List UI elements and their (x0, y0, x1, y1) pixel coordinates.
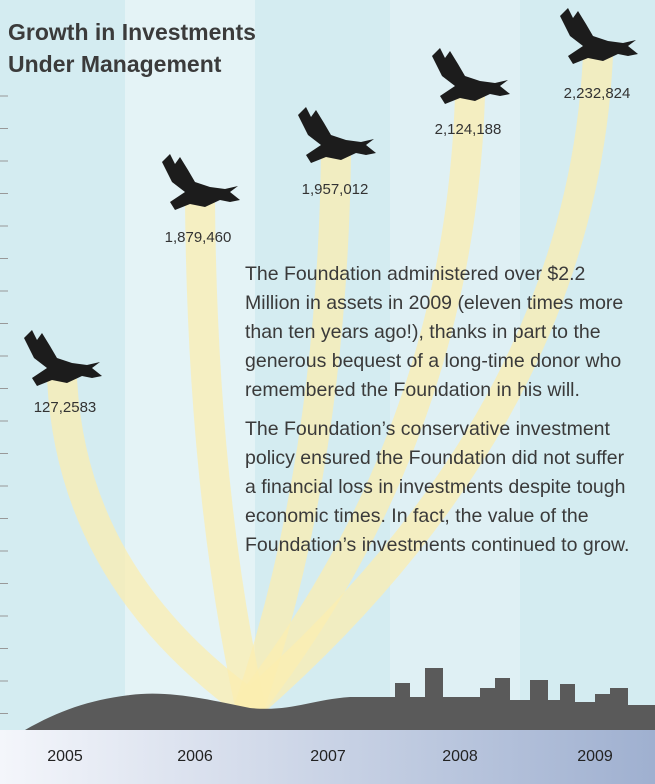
year-label: 2005 (47, 748, 83, 765)
year-label: 2008 (442, 748, 478, 765)
infographic: Growth in Investments Under Management 1… (0, 0, 655, 784)
value-label: 1,957,012 (302, 181, 369, 198)
paragraph: The Foundation’s conservative investment… (245, 415, 640, 560)
paragraph: The Foundation administered over $2.2 Mi… (245, 260, 640, 405)
year-label: 2009 (577, 748, 613, 765)
year-label: 2007 (310, 748, 346, 765)
value-label: 1,879,460 (165, 229, 232, 246)
value-label: 2,232,824 (564, 85, 631, 102)
value-label: 127,2583 (34, 399, 97, 416)
body-text: The Foundation administered over $2.2 Mi… (245, 260, 640, 570)
title: Under Management (8, 51, 222, 77)
title: Growth in Investments (8, 19, 256, 45)
year-label: 2006 (177, 748, 213, 765)
value-label: 2,124,188 (435, 121, 502, 138)
